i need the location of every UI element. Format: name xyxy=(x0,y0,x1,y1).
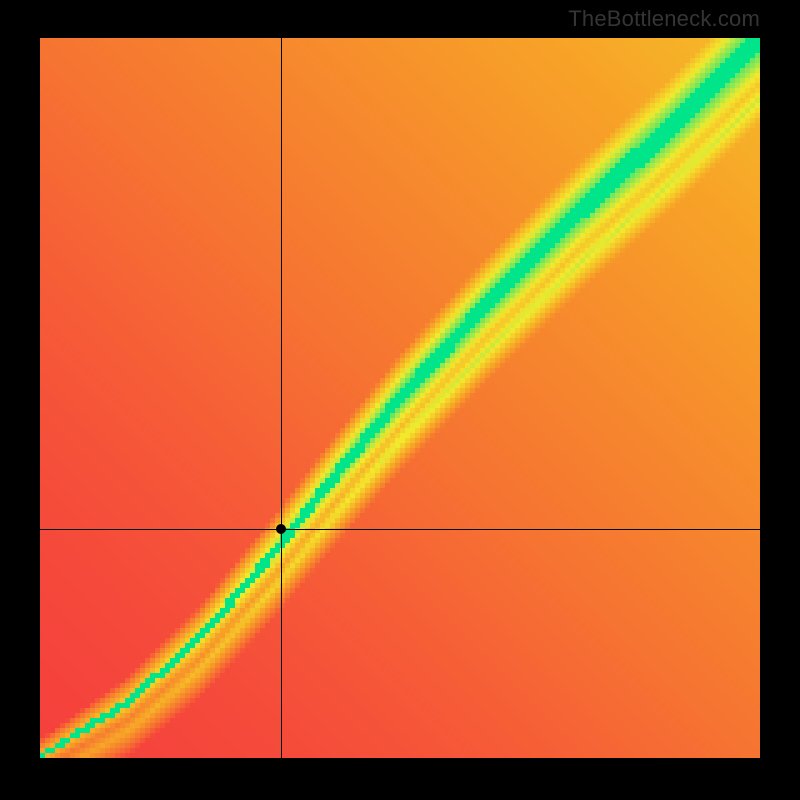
chart-frame xyxy=(40,38,760,758)
bottleneck-marker[interactable] xyxy=(276,524,286,534)
watermark-text: TheBottleneck.com xyxy=(568,6,760,32)
crosshair-vertical xyxy=(281,38,282,758)
crosshair-horizontal xyxy=(40,529,760,530)
heatmap-canvas xyxy=(40,38,760,758)
